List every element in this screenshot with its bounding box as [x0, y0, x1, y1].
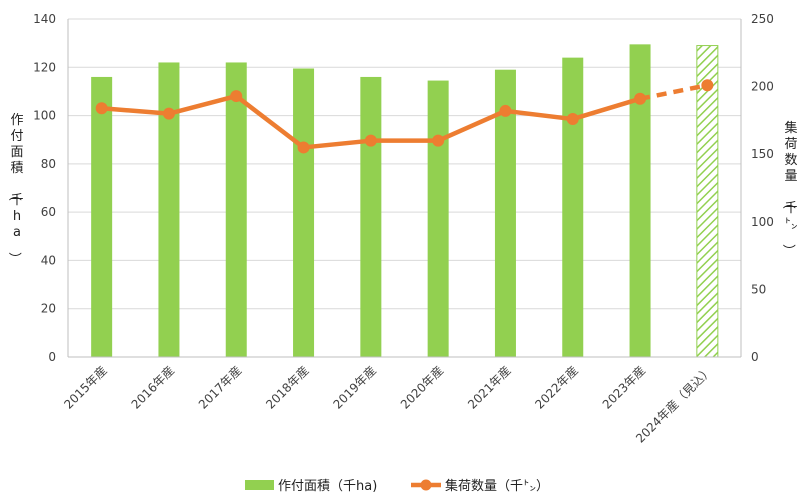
- right-tick-label: 0: [751, 350, 759, 364]
- bar: [360, 76, 382, 357]
- left-tick-label: 0: [48, 350, 56, 364]
- bar: [91, 76, 113, 357]
- line-point: [230, 90, 243, 103]
- bar-series: [91, 44, 719, 358]
- left-axis-ticks: 0 20 40 60 80 100 120 140: [33, 12, 56, 364]
- category-label: 2020年産: [397, 363, 446, 412]
- category-label: 2019年産: [330, 363, 379, 412]
- line-series: [95, 79, 714, 154]
- left-tick-label: 80: [41, 157, 56, 171]
- left-tick-label: 20: [41, 302, 56, 316]
- category-labels: 2015年産 2016年産 2017年産 2018年産 2019年産 2020年産 2021…: [61, 363, 716, 446]
- y-right-title: 集荷数量（千㌧）: [780, 120, 797, 257]
- gridlines: [68, 18, 741, 310]
- left-tick-label: 100: [33, 109, 56, 123]
- bar: [158, 62, 180, 357]
- right-tick-label: 200: [751, 80, 774, 94]
- left-tick-label: 140: [33, 12, 56, 26]
- legend-line-marker: [420, 479, 432, 491]
- y-left-title: 作付面積（千 h a）: [6, 113, 23, 265]
- right-tick-label: 50: [751, 282, 766, 296]
- category-label: 2023年産: [599, 363, 648, 412]
- bar: [629, 44, 651, 357]
- line-point: [701, 79, 714, 92]
- line-point: [95, 102, 108, 115]
- bar: [427, 80, 449, 358]
- right-axis-ticks: 0 50 100 150 200 250: [751, 12, 774, 364]
- axis-titles: 作付面積（千 h a ） 集荷数量（千㌧）: [6, 113, 797, 265]
- bar: [562, 57, 584, 357]
- category-label: 2017年産: [195, 363, 244, 412]
- category-label: 2022年産: [532, 363, 581, 412]
- line-point: [566, 113, 579, 126]
- left-tick-label: 120: [33, 60, 56, 74]
- line-point: [162, 107, 175, 120]
- bar: [293, 68, 315, 357]
- bar: [225, 62, 247, 357]
- bar: [494, 69, 516, 357]
- category-label: 2021年産: [464, 363, 513, 412]
- category-label: 2015年産: [61, 363, 110, 412]
- line-point: [432, 134, 445, 147]
- line-point: [634, 92, 647, 105]
- axes: [67, 19, 742, 358]
- line-forecast: [639, 83, 708, 101]
- right-tick-label: 250: [751, 12, 774, 26]
- left-tick-label: 60: [41, 205, 56, 219]
- line-point: [499, 104, 512, 117]
- legend-bar-swatch: [245, 480, 274, 490]
- category-label: 2016年産: [128, 363, 177, 412]
- legend-bar-label: 作付面積（千ha): [278, 479, 377, 494]
- legend: 作付面積（千ha) 集荷数量（千㌧）: [245, 478, 549, 494]
- legend-line-label: 集荷数量（千㌧）: [445, 478, 549, 494]
- left-tick-label: 40: [41, 253, 56, 267]
- line-point: [364, 134, 377, 147]
- category-label: 2018年産: [262, 363, 311, 412]
- right-tick-label: 100: [751, 215, 774, 229]
- line-point: [297, 141, 310, 154]
- bar-forecast: [696, 45, 719, 358]
- right-tick-label: 150: [751, 147, 774, 161]
